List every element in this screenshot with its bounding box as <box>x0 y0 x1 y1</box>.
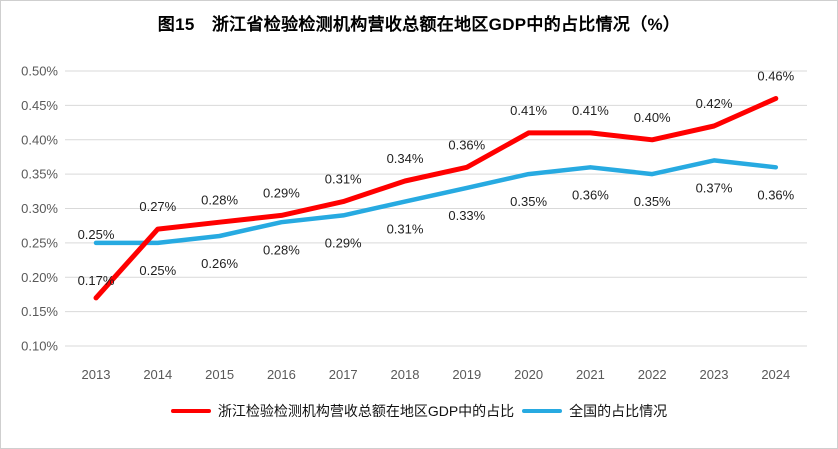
svg-text:0.35%: 0.35% <box>510 194 547 209</box>
svg-text:2018: 2018 <box>391 367 420 382</box>
svg-text:0.33%: 0.33% <box>448 208 485 223</box>
svg-text:0.17%: 0.17% <box>78 273 115 288</box>
svg-text:0.28%: 0.28% <box>201 192 238 207</box>
legend-item-zhejiang: 浙江检验检测机构营收总额在地区GDP中的占比 <box>170 401 515 421</box>
svg-text:0.42%: 0.42% <box>696 96 733 111</box>
svg-text:0.10%: 0.10% <box>21 339 58 354</box>
svg-text:2022: 2022 <box>638 367 667 382</box>
svg-text:0.15%: 0.15% <box>21 304 58 319</box>
svg-text:0.36%: 0.36% <box>757 187 794 202</box>
svg-text:2020: 2020 <box>514 367 543 382</box>
svg-text:0.25%: 0.25% <box>21 235 58 250</box>
svg-text:2023: 2023 <box>700 367 729 382</box>
svg-text:0.29%: 0.29% <box>263 185 300 200</box>
chart-title: 图15 浙江省检验检测机构营收总额在地区GDP中的占比情况（%） <box>157 15 681 34</box>
svg-text:0.29%: 0.29% <box>325 235 362 250</box>
svg-text:0.26%: 0.26% <box>201 256 238 271</box>
svg-text:0.35%: 0.35% <box>634 194 671 209</box>
svg-text:0.20%: 0.20% <box>21 270 58 285</box>
svg-text:0.28%: 0.28% <box>263 242 300 257</box>
svg-text:2015: 2015 <box>205 367 234 382</box>
svg-text:0.45%: 0.45% <box>21 98 58 113</box>
svg-text:2024: 2024 <box>761 367 790 382</box>
blue-line-swatch <box>522 409 563 413</box>
svg-text:0.35%: 0.35% <box>21 167 58 182</box>
svg-text:2021: 2021 <box>576 367 605 382</box>
legend-label-national: 全国的占比情况 <box>569 403 668 419</box>
svg-text:0.30%: 0.30% <box>21 201 58 216</box>
svg-text:0.36%: 0.36% <box>448 137 485 152</box>
svg-text:0.41%: 0.41% <box>572 103 609 118</box>
svg-text:0.25%: 0.25% <box>139 263 176 278</box>
svg-text:0.34%: 0.34% <box>387 151 424 166</box>
svg-text:0.50%: 0.50% <box>21 64 58 79</box>
legend-item-national: 全国的占比情况 <box>522 401 667 421</box>
svg-text:2014: 2014 <box>143 367 172 382</box>
svg-text:0.40%: 0.40% <box>634 110 671 125</box>
svg-text:2017: 2017 <box>329 367 358 382</box>
svg-text:2016: 2016 <box>267 367 296 382</box>
svg-text:0.40%: 0.40% <box>21 132 58 147</box>
svg-text:0.41%: 0.41% <box>510 103 547 118</box>
chart-legend: 浙江检验检测机构营收总额在地区GDP中的占比 全国的占比情况 <box>1 400 837 422</box>
svg-text:2013: 2013 <box>82 367 111 382</box>
svg-text:0.27%: 0.27% <box>139 199 176 214</box>
svg-text:0.36%: 0.36% <box>572 187 609 202</box>
legend-label-zhejiang: 浙江检验检测机构营收总额在地区GDP中的占比 <box>217 403 515 419</box>
svg-text:0.31%: 0.31% <box>387 222 424 237</box>
svg-text:0.31%: 0.31% <box>325 172 362 187</box>
svg-text:0.37%: 0.37% <box>696 180 733 195</box>
svg-text:2019: 2019 <box>452 367 481 382</box>
svg-text:0.25%: 0.25% <box>78 227 115 242</box>
red-line-swatch <box>170 409 211 413</box>
svg-text:0.46%: 0.46% <box>757 69 794 84</box>
